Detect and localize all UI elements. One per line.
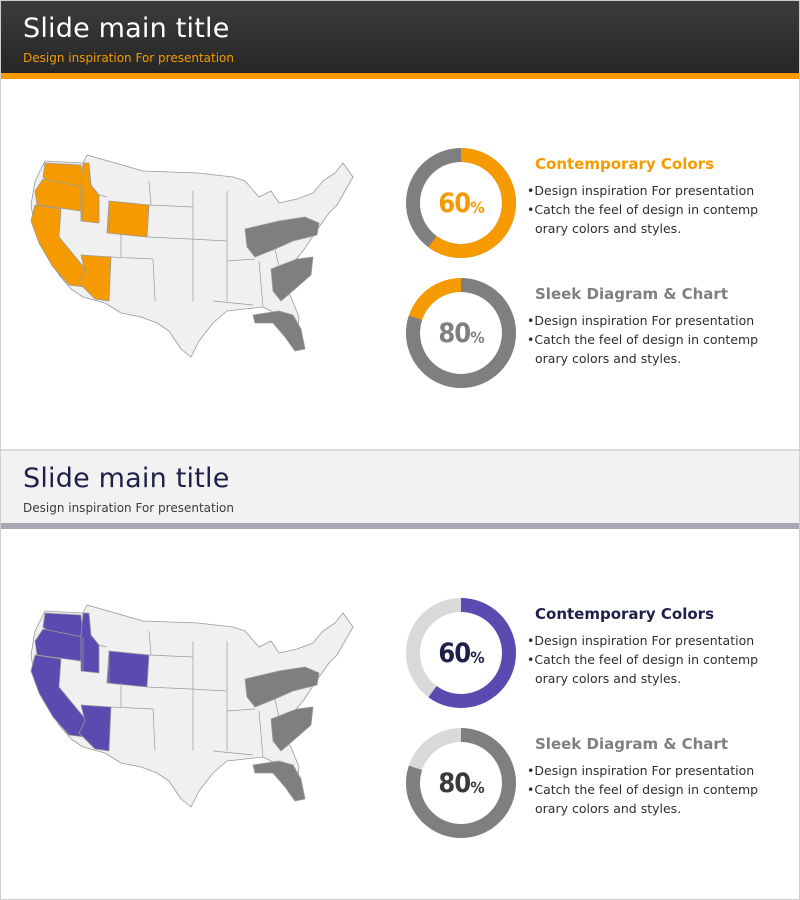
slide-subtitle: Design inspiration For presentation [23,501,234,515]
donut-value-arc [406,148,516,258]
state-border [146,236,192,240]
state-border [110,706,154,710]
bullet-item: •Catch the feel of design in contemp [527,652,759,667]
percent-number: 60 [438,637,471,669]
bullet-continuation: orary colors and styles. [535,221,682,236]
ohio-region [244,666,320,708]
wyoming-state [106,200,150,238]
donut-value-arc [406,728,516,838]
header-accent-bar [1,73,799,79]
slide-title: Slide main title [23,463,230,494]
us-map [30,154,354,358]
donut-value-arc [406,278,516,388]
state-border [98,194,108,198]
idaho-state [80,162,100,224]
percent-unit: % [470,197,484,217]
donut-chart: 80% [403,275,519,391]
percent-number: 80 [438,767,471,799]
percent-number: 60 [438,187,471,219]
state-border [274,698,280,718]
florida-region [252,760,306,802]
slide-header: Slide main title Design inspiration For … [1,1,799,73]
bullet-continuation: orary colors and styles. [535,671,682,686]
bullet-item: •Design inspiration For presentation [527,763,755,778]
slide-divider [1,449,799,451]
state-border [212,750,254,756]
bullet-item: •Catch the feel of design in contemp [527,332,759,347]
state-border [190,688,228,692]
state-border [190,238,228,242]
bullet-item: •Design inspiration For presentation [527,183,755,198]
donut-chart: 60% [403,595,519,711]
info-heading: Contemporary Colors [535,605,715,623]
state-border [152,708,156,752]
idaho-state [80,612,100,674]
ohio-region [244,216,320,258]
bullet-item: •Catch the feel of design in contemp [527,202,759,217]
california-state [30,654,88,738]
us-map [30,604,354,808]
state-border [226,708,256,712]
donut-chart: 80% [403,725,519,841]
north-carolina-region [270,256,314,302]
donut-percent-label: 80% [403,725,519,841]
bullet-item: •Design inspiration For presentation [527,633,755,648]
slide-header: Slide main title Design inspiration For … [1,451,799,523]
percent-unit: % [470,777,484,797]
state-border [148,630,152,656]
state-border [258,260,264,308]
state-border [274,248,280,268]
slide-title: Slide main title [23,13,230,44]
donut-percent-label: 60% [403,145,519,261]
info-heading: Contemporary Colors [535,155,715,173]
info-block: Contemporary Colors •Design inspiration … [527,155,787,238]
percent-number: 80 [438,317,471,349]
header-accent-bar [1,523,799,529]
florida-region [252,310,306,352]
state-border [98,644,108,648]
bullet-item: •Design inspiration For presentation [527,313,755,328]
info-block: Sleek Diagram & Chart •Design inspiratio… [527,285,787,368]
bullet-continuation: orary colors and styles. [535,351,682,366]
bullet-continuation: orary colors and styles. [535,801,682,816]
state-border [110,256,154,260]
donut-chart: 60% [403,145,519,261]
info-heading: Sleek Diagram & Chart [535,735,728,753]
wyoming-state [106,650,150,688]
slide-2: Slide main title Design inspiration For … [1,451,799,899]
info-block: Sleek Diagram & Chart •Design inspiratio… [527,735,787,818]
oregon-state [34,628,84,662]
state-border [146,686,192,690]
state-border [212,300,254,306]
state-border [148,654,194,658]
donut-percent-label: 80% [403,275,519,391]
donut-value-arc [406,598,516,708]
state-border [152,258,156,302]
state-border [226,258,256,262]
bullet-item: •Catch the feel of design in contemp [527,782,759,797]
oregon-state [34,178,84,212]
california-state [30,204,88,288]
percent-unit: % [470,327,484,347]
donut-percent-label: 60% [403,595,519,711]
slide-subtitle: Design inspiration For presentation [23,51,234,65]
state-border [258,710,264,758]
percent-unit: % [470,647,484,667]
slide-1: Slide main title Design inspiration For … [1,1,799,449]
info-block: Contemporary Colors •Design inspiration … [527,605,787,688]
state-border [148,204,194,208]
state-border [148,180,152,206]
info-heading: Sleek Diagram & Chart [535,285,728,303]
north-carolina-region [270,706,314,752]
